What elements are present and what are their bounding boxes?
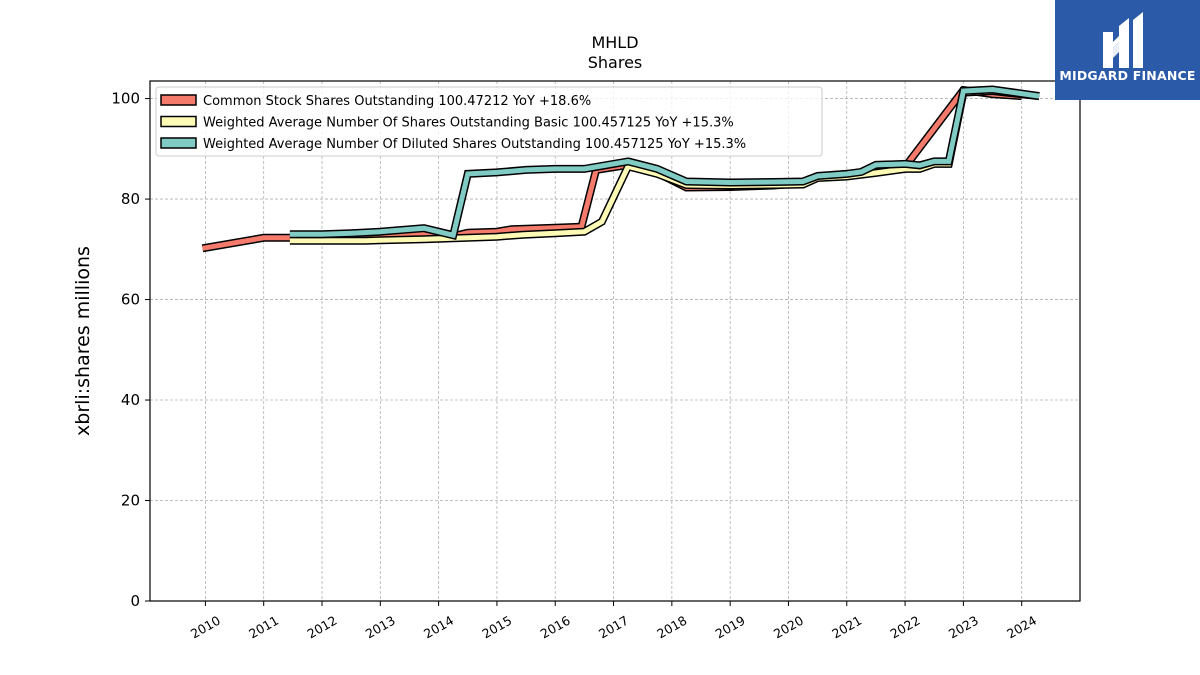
chart-title: MHLD bbox=[591, 33, 638, 52]
x-tick-label: 2021 bbox=[829, 613, 864, 642]
x-tick-label: 2019 bbox=[713, 613, 748, 642]
x-tick-label: 2015 bbox=[479, 613, 514, 642]
x-axis: 2010 2011 2012 2013 2014 2015 2016 2017 2018 2019… bbox=[188, 601, 1039, 642]
y-tick-label: 0 bbox=[130, 592, 140, 610]
y-axis: 0 20 40 60 80 100 bbox=[111, 90, 150, 610]
chart-subtitle: Shares bbox=[588, 53, 643, 72]
x-tick-label: 2010 bbox=[188, 613, 223, 642]
legend-entry: Common Stock Shares Outstanding 100.4721… bbox=[160, 94, 591, 109]
x-tick-label: 2011 bbox=[246, 613, 281, 642]
y-tick-label: 60 bbox=[121, 291, 140, 309]
legend-label: Weighted Average Number Of Diluted Share… bbox=[203, 137, 746, 152]
x-tick-label: 2018 bbox=[654, 613, 689, 642]
x-tick-label: 2024 bbox=[1004, 613, 1039, 642]
legend: Common Stock Shares Outstanding 100.4721… bbox=[155, 86, 823, 157]
legend-box bbox=[155, 86, 823, 157]
logo-mark-icon bbox=[1103, 12, 1143, 68]
x-tick-label: 2017 bbox=[596, 613, 631, 642]
x-tick-label: 2020 bbox=[771, 613, 806, 642]
series-stroke bbox=[289, 86, 1040, 239]
plot-lines bbox=[201, 85, 1040, 253]
legend-label: Common Stock Shares Outstanding 100.4721… bbox=[203, 94, 591, 109]
x-tick-label: 2023 bbox=[946, 613, 981, 642]
x-tick-label: 2022 bbox=[888, 613, 923, 642]
x-tick-label: 2013 bbox=[363, 613, 398, 642]
legend-swatch bbox=[160, 137, 197, 149]
midgard-finance-logo: MIDGARD FINANCE bbox=[1055, 0, 1200, 100]
plot-frame bbox=[149, 80, 1081, 602]
series-line-3 bbox=[289, 85, 1040, 241]
x-tick-label: 2016 bbox=[538, 613, 573, 642]
y-tick-label: 80 bbox=[121, 190, 140, 208]
x-tick-label: 2012 bbox=[304, 613, 339, 642]
y-axis-label: xbrli:shares millions bbox=[72, 246, 94, 436]
x-tick-label: 2014 bbox=[421, 613, 456, 642]
y-tick-label: 40 bbox=[121, 391, 140, 409]
y-tick-label: 20 bbox=[121, 492, 140, 510]
y-tick-label: 100 bbox=[111, 90, 140, 108]
legend-swatch bbox=[160, 94, 197, 106]
legend-swatch bbox=[160, 115, 197, 128]
legend-entry: Weighted Average Number Of Shares Outsta… bbox=[160, 115, 734, 131]
legend-label: Weighted Average Number Of Shares Outsta… bbox=[203, 116, 734, 131]
legend-entry: Weighted Average Number Of Diluted Share… bbox=[160, 137, 746, 152]
logo-text: MIDGARD FINANCE bbox=[1059, 68, 1196, 83]
